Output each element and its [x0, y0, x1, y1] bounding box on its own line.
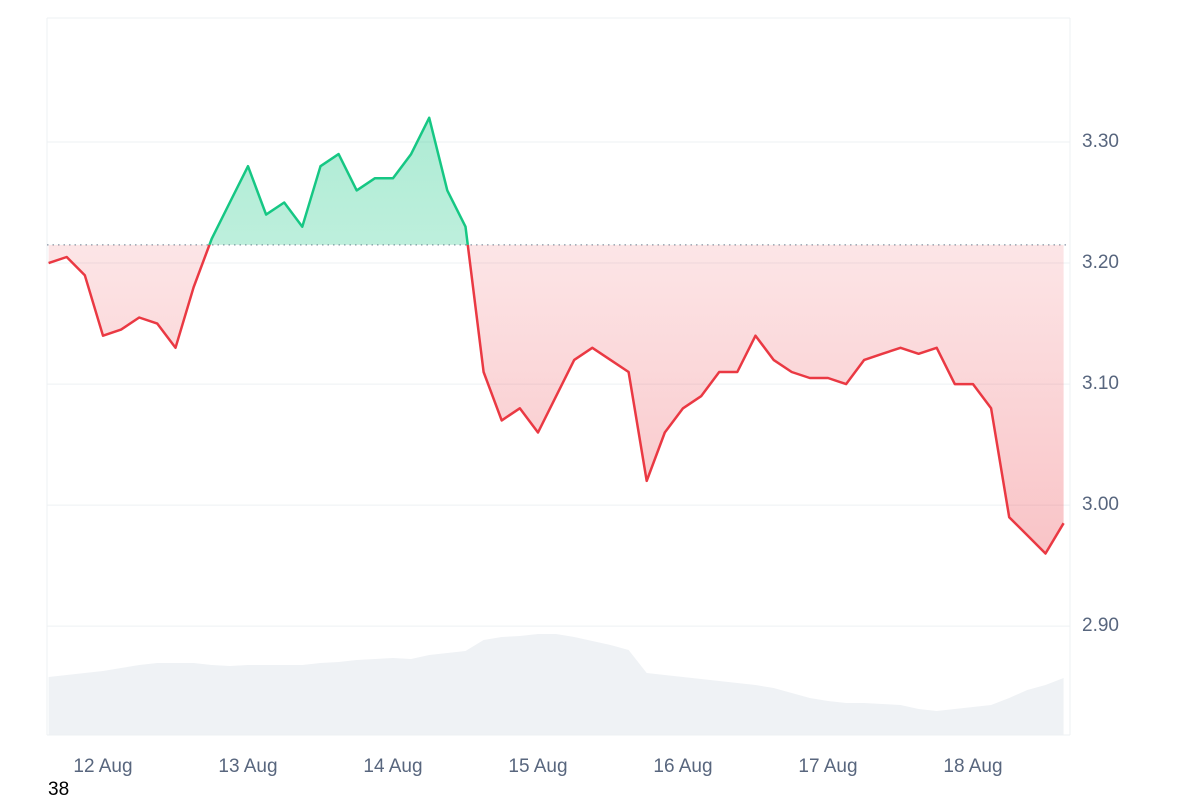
y-tick-label: 3.10: [1082, 373, 1119, 394]
y-tick-label: 3.00: [1082, 494, 1119, 515]
x-tick-label: 17 Aug: [798, 756, 857, 777]
x-tick-label: 18 Aug: [943, 756, 1002, 777]
price-line-below: [48, 244, 1065, 555]
volume-area: [48, 634, 1064, 735]
area-below: [48, 244, 1064, 554]
x-tick-label: 15 Aug: [508, 756, 567, 777]
x-tick-label: 16 Aug: [653, 756, 712, 777]
x-tick-label: 12 Aug: [73, 756, 132, 777]
x-tick-label: 14 Aug: [363, 756, 422, 777]
y-tick-label: 2.90: [1082, 615, 1119, 636]
plot-frame: [46, 17, 1071, 735]
corner-label: 38: [48, 779, 69, 800]
y-tick-label: 3.20: [1082, 252, 1119, 273]
y-tick-label: 3.30: [1082, 131, 1119, 152]
price-line-above: [208, 116, 470, 245]
area-above: [209, 117, 468, 245]
x-tick-label: 13 Aug: [218, 756, 277, 777]
